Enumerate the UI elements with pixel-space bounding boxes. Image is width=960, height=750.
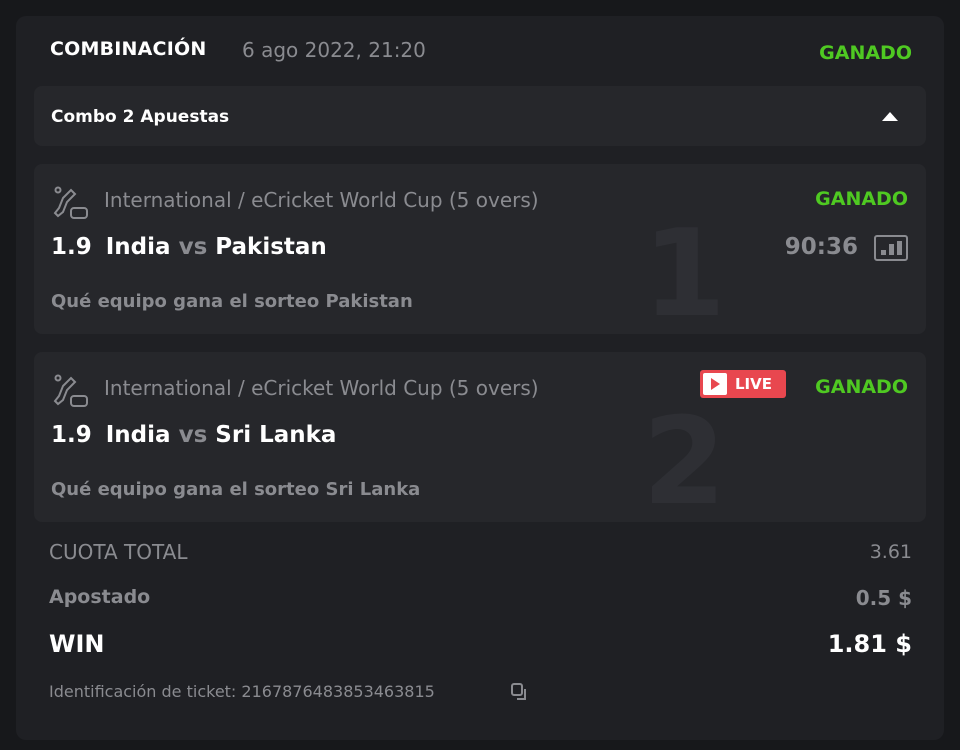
away-team: Pakistan	[215, 234, 327, 260]
match-timer: 90:36	[784, 234, 858, 260]
total-odds-value: 3.61	[869, 541, 912, 563]
odd-value: 1.9	[51, 422, 92, 448]
match-title: 1.9 India vs Pakistan	[51, 234, 327, 260]
play-icon	[703, 373, 727, 395]
vs-label: vs	[178, 422, 208, 448]
bet-type-title: COMBINACIÓN	[50, 38, 207, 60]
stake-label: Apostado	[49, 586, 151, 608]
live-badge: LIVE	[700, 370, 786, 398]
bet-item-status: GANADO	[815, 376, 908, 398]
win-label: WIN	[49, 630, 105, 658]
market-selection: Qué equipo gana el sorteo Sri Lanka	[51, 479, 421, 500]
league-label: International / eCricket World Cup (5 ov…	[104, 188, 539, 212]
home-team: India	[105, 422, 171, 448]
ecricket-icon	[53, 186, 88, 219]
odd-value: 1.9	[51, 234, 92, 260]
stats-icon[interactable]	[874, 235, 908, 261]
total-odds-label: CUOTA TOTAL	[49, 540, 188, 564]
market-selection: Qué equipo gana el sorteo Pakistan	[51, 291, 413, 312]
home-team: India	[105, 234, 171, 260]
league-label: International / eCricket World Cup (5 ov…	[104, 376, 539, 400]
caret-up-icon[interactable]	[882, 112, 898, 121]
combo-toggle[interactable]: Combo 2 Apuestas	[34, 86, 926, 146]
vs-label: vs	[178, 234, 208, 260]
bet-index: 2	[642, 393, 727, 523]
bet-item-2: 2 International / eCricket World Cup (5 …	[34, 352, 926, 522]
win-value: 1.81 $	[827, 630, 912, 658]
stake-value: 0.5 $	[855, 586, 912, 610]
away-team: Sri Lanka	[215, 422, 337, 448]
bet-status: GANADO	[819, 42, 912, 64]
combo-label: Combo 2 Apuestas	[51, 107, 230, 127]
copy-icon[interactable]	[510, 682, 530, 702]
bet-item-status: GANADO	[815, 188, 908, 210]
ecricket-icon	[53, 374, 88, 407]
ticket-id: Identificación de ticket: 21678764838534…	[49, 682, 435, 701]
live-label: LIVE	[735, 375, 772, 393]
match-title: 1.9 India vs Sri Lanka	[51, 422, 336, 448]
bet-index: 1	[642, 205, 727, 335]
bet-card: COMBINACIÓN 6 ago 2022, 21:20 GANADO Com…	[16, 16, 944, 740]
bet-item-1: 1 International / eCricket World Cup (5 …	[34, 164, 926, 334]
bet-date: 6 ago 2022, 21:20	[242, 38, 426, 62]
